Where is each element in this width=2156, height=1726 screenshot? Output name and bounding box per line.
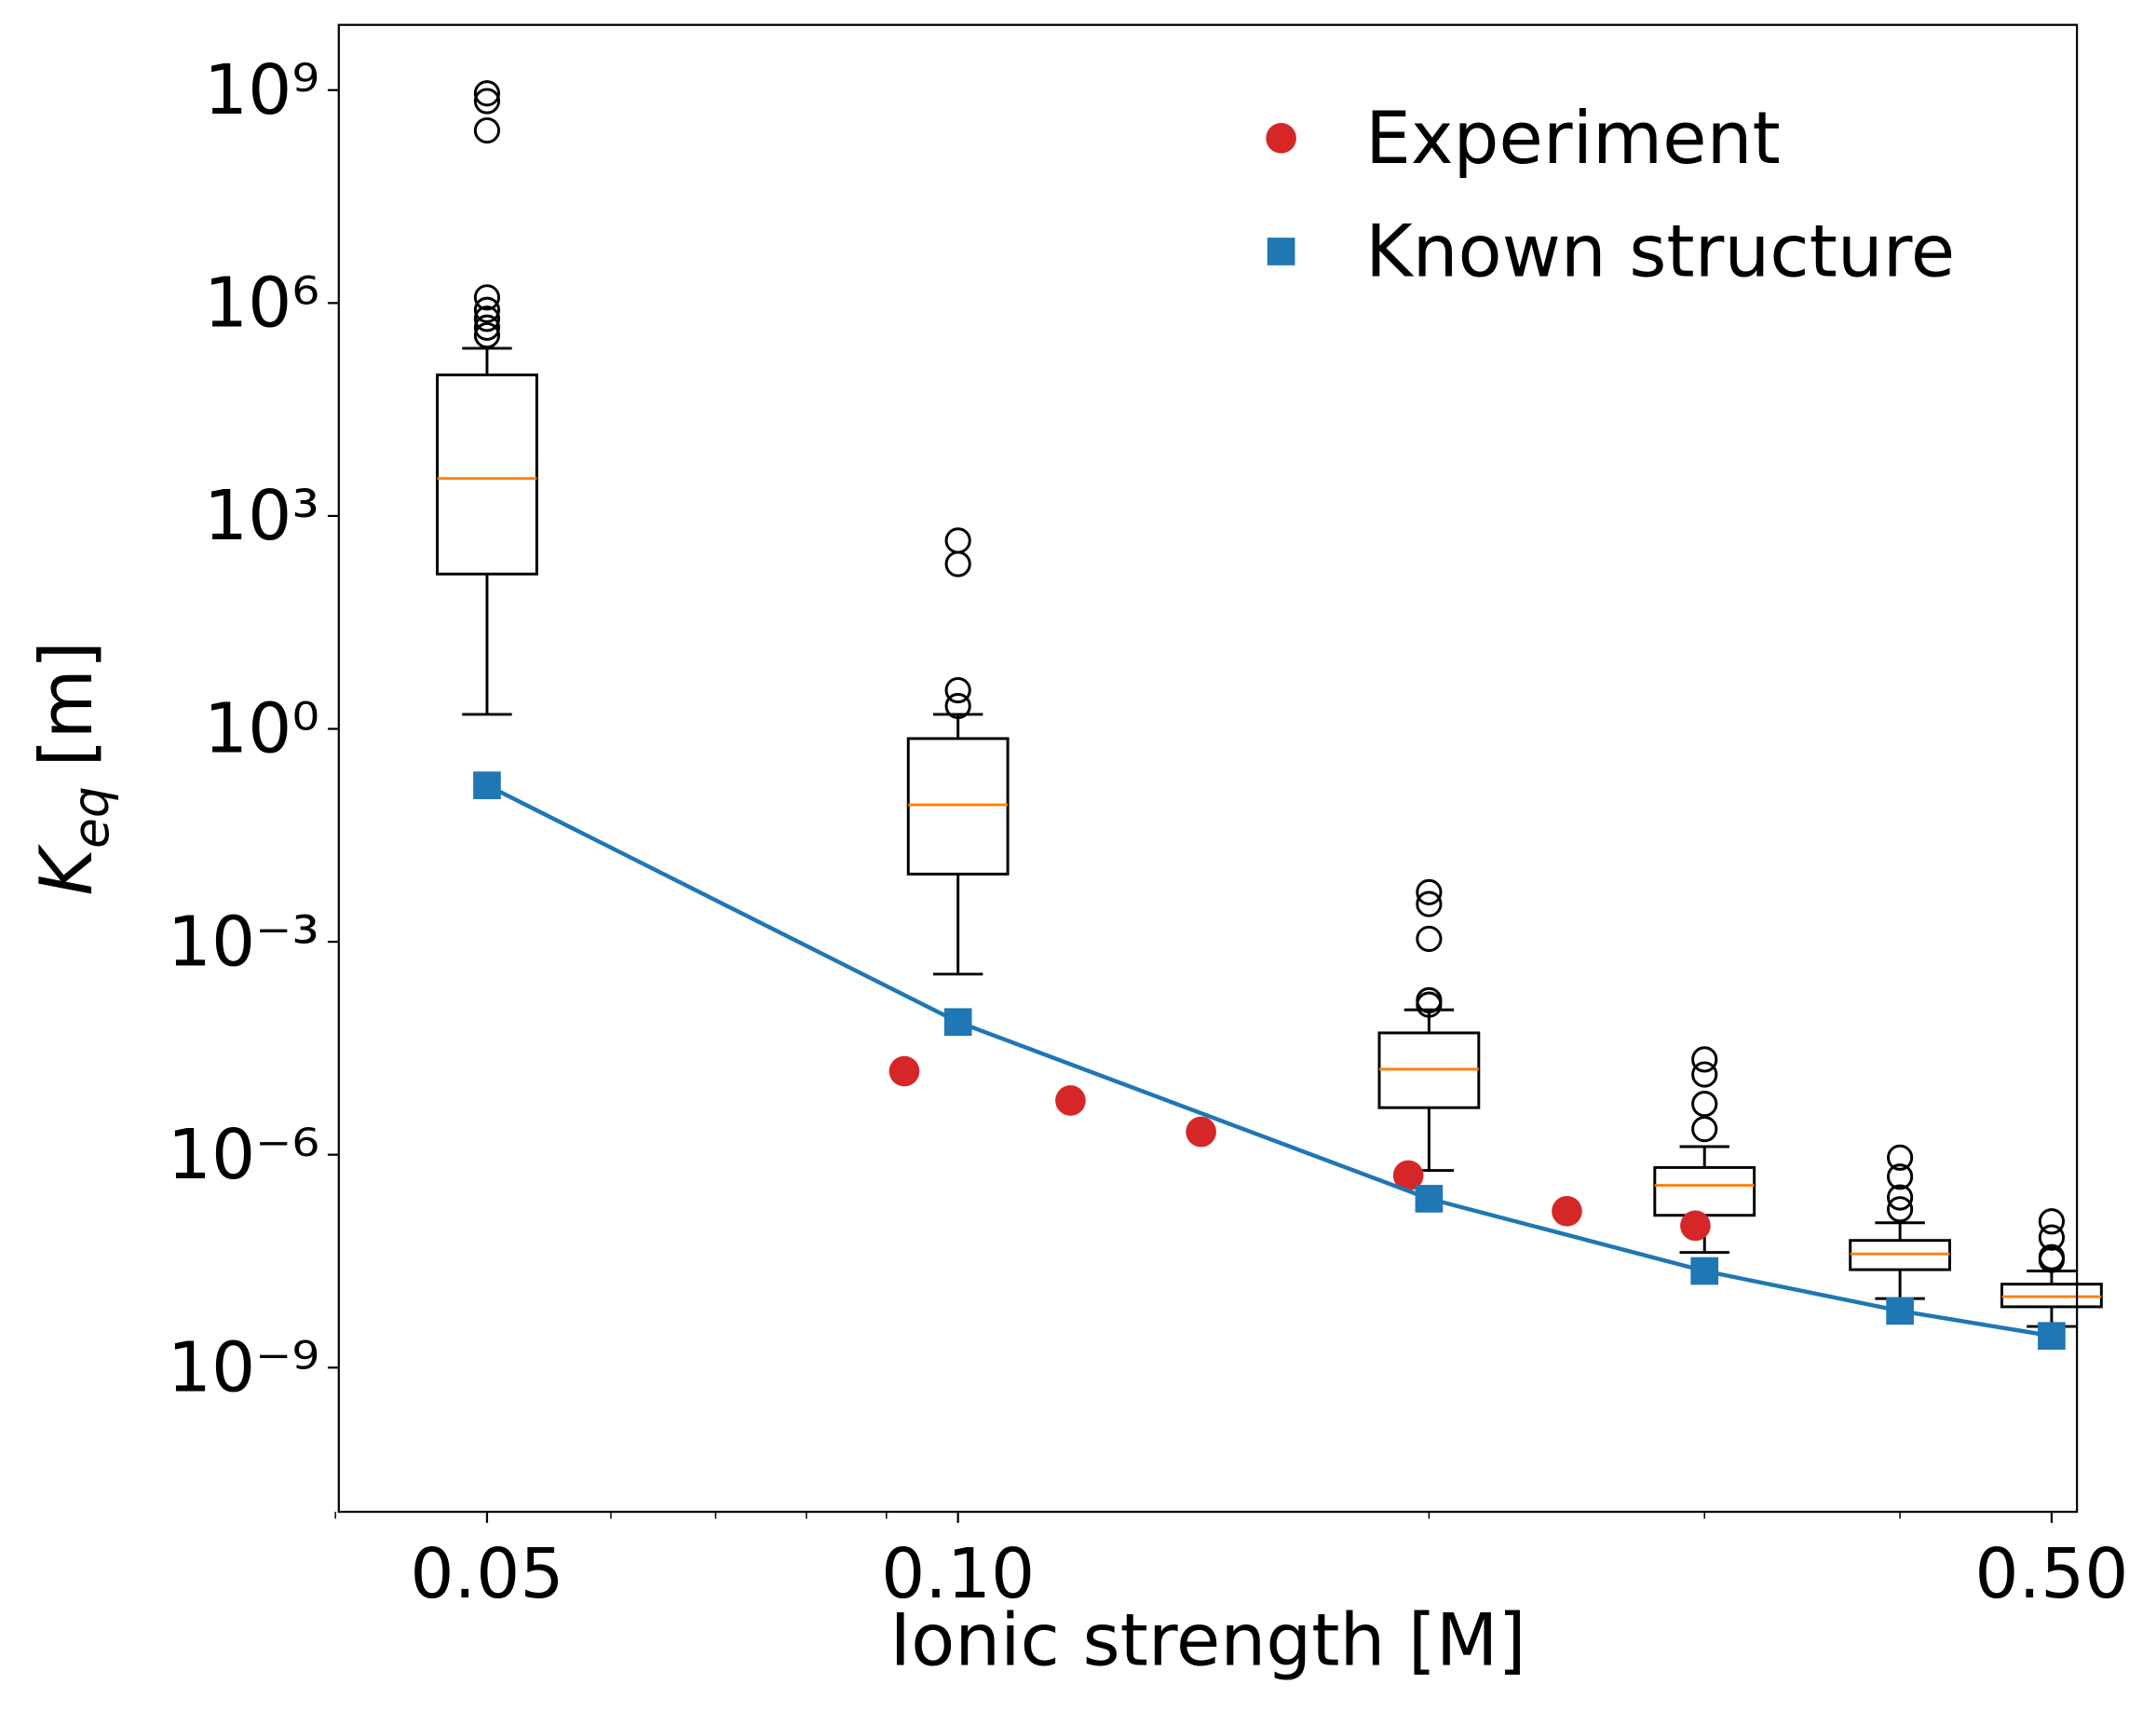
legend-label: Known structure (1365, 211, 1955, 294)
box-plot (2000, 1208, 2103, 1328)
legend-marker (1267, 238, 1295, 265)
y-tick-label: 10⁶ (204, 264, 319, 344)
series-line (485, 783, 2053, 1339)
flier (1416, 878, 1443, 905)
marker-circle (1055, 1085, 1086, 1116)
box-plot (436, 80, 538, 716)
legend-label: Experiment (1365, 97, 1781, 181)
flier (944, 676, 971, 704)
x-tick-label: 0.10 (881, 1534, 1035, 1614)
marker-square (1415, 1185, 1444, 1213)
marker-circle (1680, 1210, 1711, 1242)
y-tick-label: 10⁰ (204, 689, 319, 769)
flier (1416, 925, 1443, 953)
flier (1887, 1163, 1914, 1190)
flier (1416, 890, 1443, 917)
y-tick-label: 10⁻³ (168, 902, 319, 982)
marker-circle (1552, 1195, 1582, 1227)
y-label-symbol: K (25, 844, 109, 896)
x-tick-label: 0.50 (1974, 1534, 2128, 1614)
marker-square (943, 1008, 972, 1037)
y-tick-label: 10⁻⁹ (168, 1327, 319, 1407)
flier (1887, 1184, 1914, 1211)
flier (944, 692, 971, 720)
marker-circle (888, 1055, 920, 1087)
flier (1691, 1116, 1718, 1143)
marker-square (2038, 1322, 2066, 1351)
x-axis-label: Ionic strength [M] (889, 1599, 1525, 1683)
flier (944, 527, 971, 554)
marker-square (473, 771, 501, 799)
marker-circle (1186, 1116, 1216, 1148)
flier (1887, 1144, 1914, 1171)
marker-square (1690, 1257, 1719, 1285)
box-plot (906, 527, 1010, 976)
flier (1691, 1061, 1718, 1088)
flier (1691, 1091, 1718, 1118)
box-plot (1377, 878, 1481, 1173)
flier (473, 296, 501, 323)
flier (473, 314, 501, 341)
flier (473, 306, 501, 333)
flier (1887, 1196, 1914, 1223)
y-tick-label: 10⁹ (204, 50, 319, 130)
axes-frame (337, 23, 2079, 1514)
x-tick-label: 0.05 (410, 1534, 563, 1614)
flier (473, 80, 501, 107)
marker-circle (1392, 1160, 1424, 1191)
y-label-unit: [m] (25, 641, 109, 767)
flier (473, 116, 501, 144)
y-tick-label: 10³ (204, 476, 319, 556)
flier (2038, 1246, 2066, 1273)
box (436, 374, 538, 576)
flier (944, 550, 971, 578)
y-axis-label: Keq [m] (25, 641, 120, 895)
flier (473, 88, 501, 115)
flier (2038, 1208, 2066, 1235)
y-label-subscript: eq (61, 786, 120, 849)
flier (1691, 1046, 1718, 1073)
marker-square (1886, 1297, 1914, 1325)
box (1653, 1165, 1756, 1217)
flier (473, 321, 501, 349)
legend-marker (1266, 123, 1296, 154)
box-plot (1849, 1144, 1952, 1300)
flier (473, 284, 501, 311)
flier (1416, 991, 1443, 1018)
y-tick-label: 10⁻⁶ (168, 1115, 319, 1195)
box (906, 737, 1010, 876)
